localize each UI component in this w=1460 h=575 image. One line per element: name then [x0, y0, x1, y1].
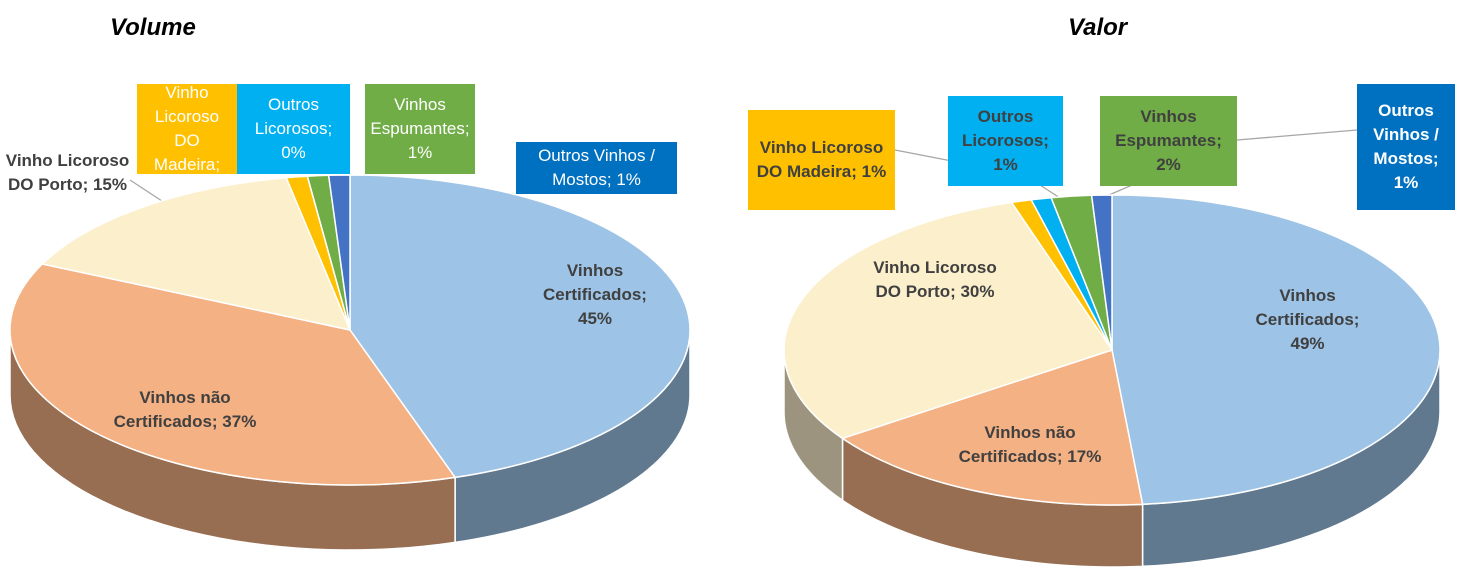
data-label: Vinhos Espumantes; 2%	[1100, 96, 1237, 186]
slice	[1111, 194, 1441, 506]
data-label: Vinho Licoroso DO Madeira;	[137, 83, 237, 174]
data-label: Vinhos Espumantes; 1%	[365, 84, 475, 174]
leader-line	[1039, 184, 1061, 199]
slice	[40, 176, 352, 332]
data-label: Outros Vinhos / Mostos; 1%	[516, 142, 677, 194]
slice	[783, 201, 1114, 440]
data-label: Vinho Licoroso DO Porto; 30%	[873, 258, 997, 301]
data-label: Vinhos não Certificados; 17%	[958, 423, 1102, 466]
data-label: Vinhos Certificados; 45%	[543, 261, 647, 328]
slice	[1090, 194, 1113, 351]
slice	[349, 174, 691, 479]
chart-title: Valor	[1068, 14, 1128, 41]
data-label: Vinhos não Certificados; 37%	[113, 388, 257, 431]
data-label: Outros Vinhos / Mostos; 1%	[1357, 84, 1455, 210]
slice	[840, 349, 1144, 506]
leader-line	[1236, 129, 1358, 141]
data-label: Vinho Licoroso DO Porto; 15%	[5, 151, 130, 194]
data-label: Outros Licorosos; 0%	[237, 84, 350, 174]
chart-title: Volume	[110, 14, 196, 41]
slice	[327, 174, 351, 331]
data-label: Outros Licorosos; 1%	[948, 96, 1063, 186]
leader-line	[129, 179, 166, 204]
data-label: Vinhos Certificados; 49%	[1255, 286, 1360, 353]
slice	[9, 263, 457, 486]
data-label: Vinho Licoroso DO Madeira; 1%	[748, 110, 895, 210]
